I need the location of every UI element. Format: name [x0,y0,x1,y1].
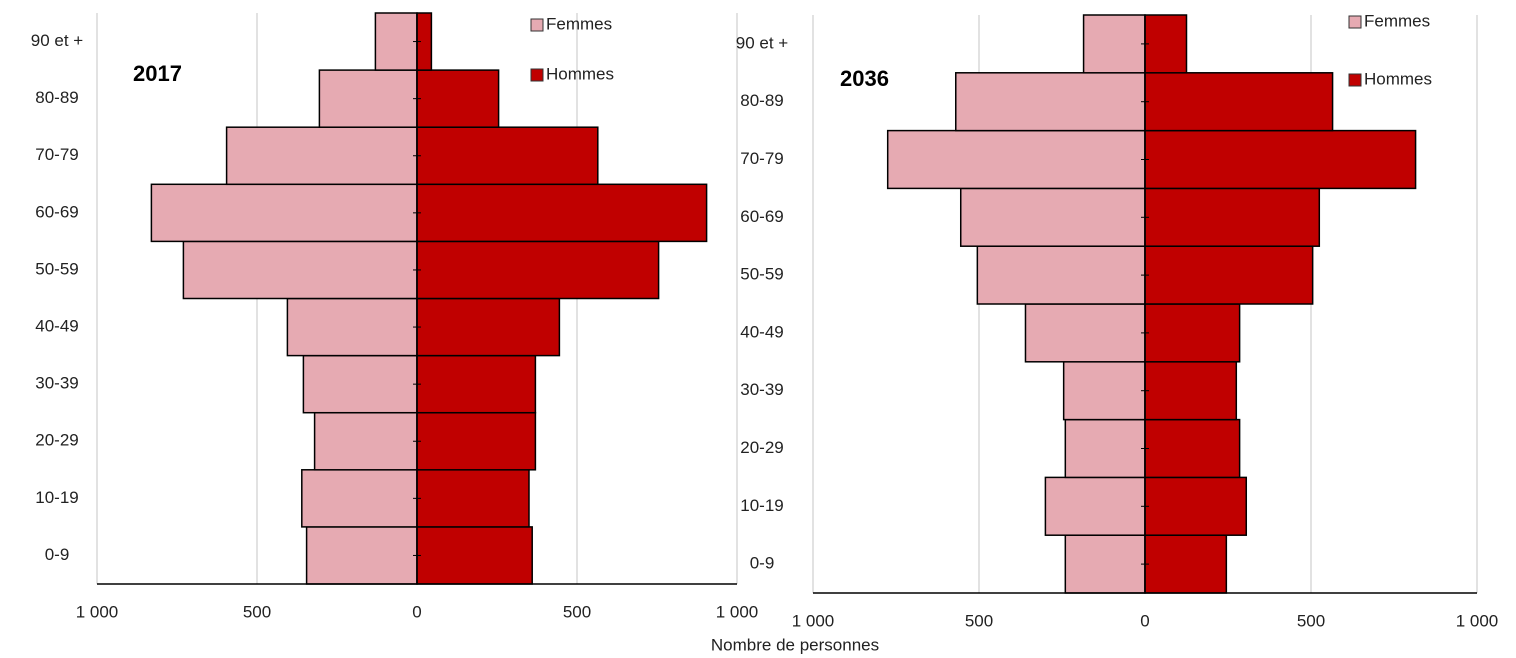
bar [976,245,1146,305]
bar [305,526,418,585]
y-tick-label: 40-49 [35,317,78,336]
bar [1144,534,1228,594]
legend-label: Femmes [546,14,612,33]
bar [1144,129,1417,190]
chart-title: 2036 [840,66,889,91]
bar [416,297,561,357]
bar [886,129,1146,190]
bar [416,69,500,128]
x-tick-label: 1 000 [792,611,835,630]
y-tick-label: 30-39 [35,374,78,393]
legend-swatch [530,18,544,32]
y-tick-label: 60-69 [35,202,78,221]
chart-title: 2017 [133,61,182,86]
legend-label: Hommes [546,64,614,83]
bar [313,411,418,471]
x-tick-label: 500 [1297,611,1325,630]
x-tick-label: 500 [563,602,591,621]
y-tick-label: 30-39 [740,380,783,399]
bar [225,126,418,186]
bar [416,183,708,243]
bar [959,187,1146,247]
legend-swatch [1348,15,1362,29]
bar [1144,476,1248,536]
y-tick-label: 80-89 [35,88,78,107]
bar [1064,418,1146,479]
y-tick-label: 10-19 [35,488,78,507]
x-tick-label: 0 [412,602,421,621]
bar [416,411,537,471]
legend-label: Femmes [1364,11,1430,30]
bar [955,72,1146,132]
bar [374,12,418,71]
y-tick-label: 60-69 [740,207,783,226]
bar [1144,14,1188,74]
legend-label: Hommes [1364,69,1432,88]
bar [416,240,660,300]
bar [416,354,537,414]
y-tick-label: 50-59 [35,259,78,278]
bar [302,354,418,414]
bar [286,297,418,357]
y-tick-label: 70-79 [740,149,783,168]
bar [318,69,418,128]
x-axis-label: Nombre de personnes [711,635,879,654]
bar [1064,534,1146,594]
bar [416,469,530,528]
y-tick-label: 40-49 [740,322,783,341]
y-tick-label: 0-9 [750,554,775,573]
x-tick-label: 1 000 [76,602,119,621]
bar [1144,361,1238,421]
bar [1082,14,1146,74]
bar [416,126,599,186]
bar [1144,418,1241,479]
x-tick-label: 1 000 [1456,611,1499,630]
legend-swatch [1348,73,1362,87]
bar [1144,245,1314,305]
y-tick-label: 0-9 [45,545,70,564]
bar [1144,187,1321,247]
x-tick-label: 500 [243,602,271,621]
x-tick-label: 500 [965,611,993,630]
y-tick-label: 20-29 [740,438,783,457]
bar [1144,72,1334,132]
y-tick-label: 90 et + [31,31,84,50]
bar [301,469,418,528]
bar [182,240,418,300]
x-tick-label: 0 [1140,611,1149,630]
bar [1144,303,1241,363]
x-tick-label: 1 000 [716,602,759,621]
bar [1062,361,1146,421]
y-tick-label: 20-29 [35,431,78,450]
legend-swatch [530,68,544,82]
y-tick-label: 90 et + [736,33,789,52]
bar [416,526,533,585]
bar [150,183,418,243]
y-tick-label: 10-19 [740,496,783,515]
bar [1024,303,1146,363]
bar [1044,476,1146,536]
y-tick-label: 80-89 [740,91,783,110]
y-tick-label: 70-79 [35,145,78,164]
y-tick-label: 50-59 [740,265,783,284]
